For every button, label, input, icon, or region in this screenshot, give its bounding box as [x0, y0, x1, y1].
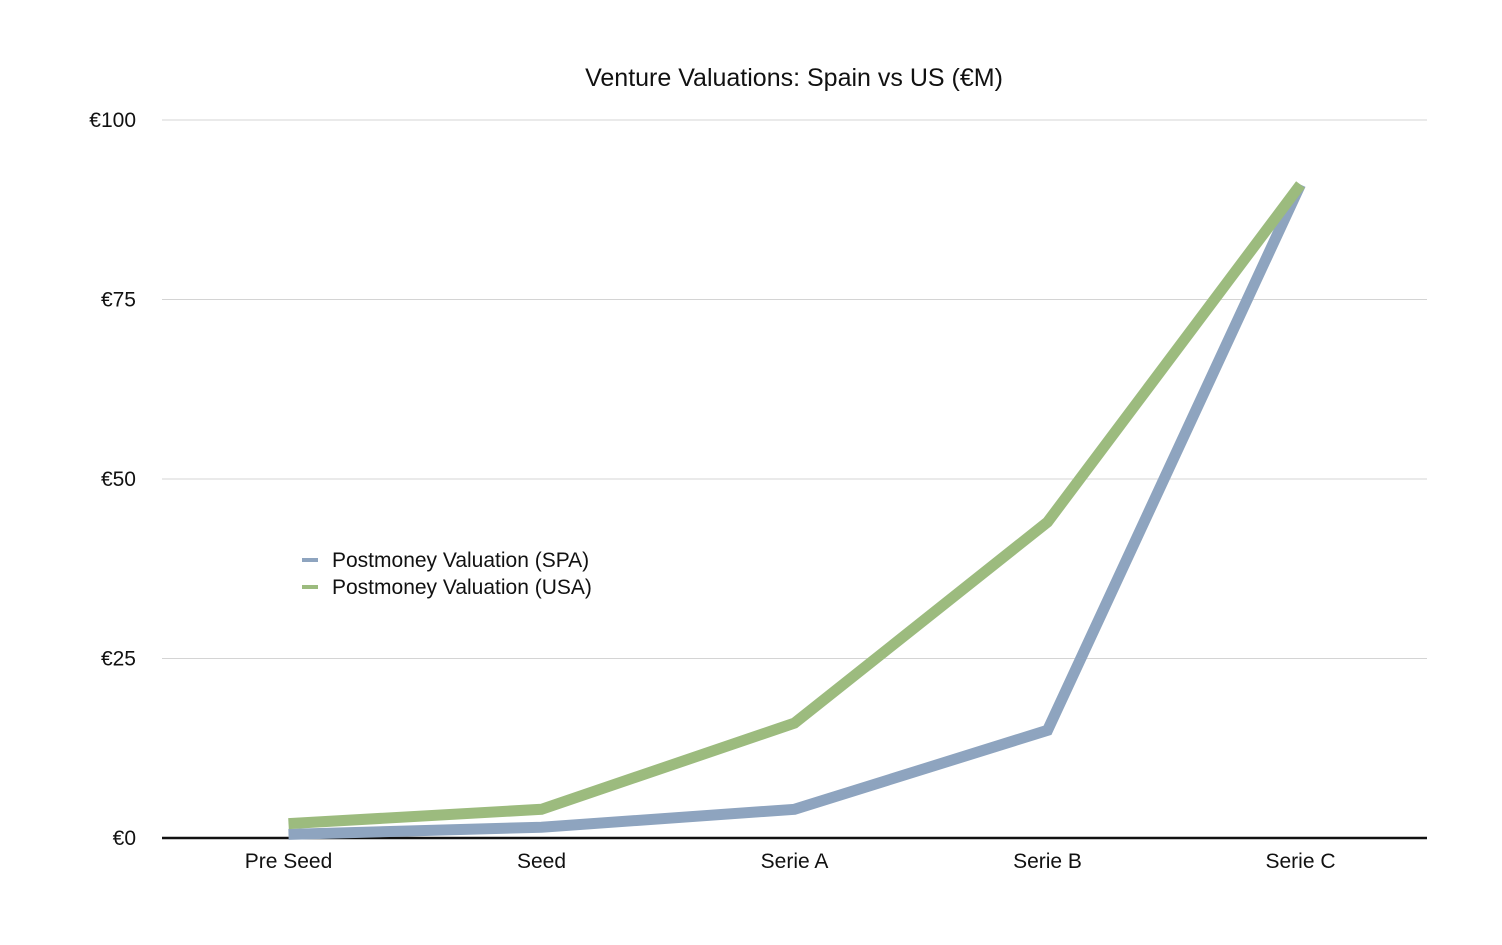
y-axis-tick-labels: €0 €25 €50 €75 €100: [89, 109, 136, 850]
chart-title: Venture Valuations: Spain vs US (€M): [585, 64, 1003, 92]
legend-label: Postmoney Valuation (SPA): [332, 549, 589, 572]
y-tick-label: €75: [101, 289, 136, 312]
series-layer: [288, 185, 1300, 835]
legend: Postmoney Valuation (SPA) Postmoney Valua…: [302, 549, 592, 599]
y-tick-label: €100: [89, 109, 136, 132]
y-tick-label: €0: [113, 827, 136, 850]
y-tick-label: €50: [101, 468, 136, 491]
y-tick-label: €25: [101, 648, 136, 671]
series-line-1: [289, 185, 1301, 835]
x-tick-label: Serie B: [1013, 850, 1082, 873]
x-axis-tick-labels: Pre Seed Seed Serie A Serie B Serie C: [245, 850, 1336, 873]
x-tick-label: Serie A: [761, 850, 829, 873]
x-tick-label: Seed: [517, 850, 566, 873]
legend-label: Postmoney Valuation (USA): [332, 576, 592, 599]
x-tick-label: Serie C: [1265, 850, 1335, 873]
x-tick-label: Pre Seed: [245, 850, 333, 873]
